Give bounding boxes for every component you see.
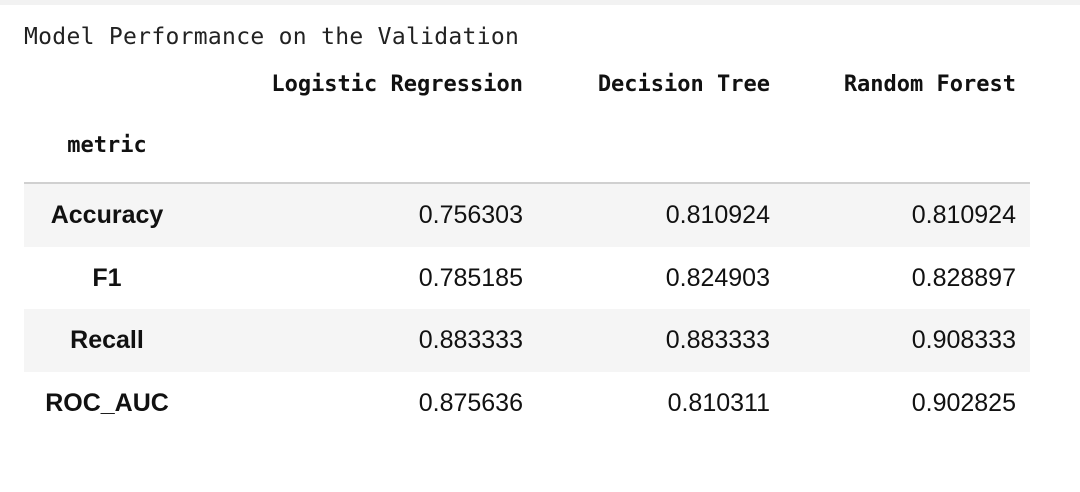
table-cell: 0.810311 xyxy=(667,388,770,417)
index-name-header: metric xyxy=(67,133,147,158)
table-cell: 0.902825 xyxy=(911,388,1016,417)
table-row: ROC_AUC 0.875636 0.810311 0.902825 xyxy=(24,371,1030,434)
table-row: F1 0.785185 0.824903 0.828897 xyxy=(24,246,1030,309)
table-cell: 0.810924 xyxy=(665,201,770,229)
table-cell: 0.908333 xyxy=(911,326,1016,354)
table-caption: Model Performance on the Validation xyxy=(24,24,520,50)
column-header-decision-tree: Decision Tree xyxy=(597,72,770,97)
header-divider xyxy=(24,182,1030,184)
top-strip xyxy=(0,0,1080,5)
table-header-row: Logistic Regression Decision Tree Random… xyxy=(24,72,1030,108)
table-cell: 0.883333 xyxy=(665,326,770,354)
table-body: Accuracy 0.756303 0.810924 0.810924 F1 0… xyxy=(24,184,1030,434)
table-cell: 0.810924 xyxy=(911,201,1016,229)
table-cell: 0.875636 xyxy=(418,388,523,417)
table-cell: 0.785185 xyxy=(418,263,523,292)
column-header-random-forest: Random Forest xyxy=(843,72,1016,97)
table-cell: 0.828897 xyxy=(911,263,1016,292)
row-label-accuracy: Accuracy xyxy=(50,201,164,229)
table-cell: 0.824903 xyxy=(665,263,770,292)
row-label-roc-auc: ROC_AUC xyxy=(45,388,169,417)
table-cell: 0.756303 xyxy=(418,201,523,229)
row-label-f1: F1 xyxy=(92,263,122,292)
column-header-logistic-regression: Logistic Regression xyxy=(271,72,523,97)
table-cell: 0.883333 xyxy=(418,326,523,354)
table-row: Recall 0.883333 0.883333 0.908333 xyxy=(24,309,1030,372)
table-row: Accuracy 0.756303 0.810924 0.810924 xyxy=(24,184,1030,247)
row-label-recall: Recall xyxy=(70,326,144,354)
